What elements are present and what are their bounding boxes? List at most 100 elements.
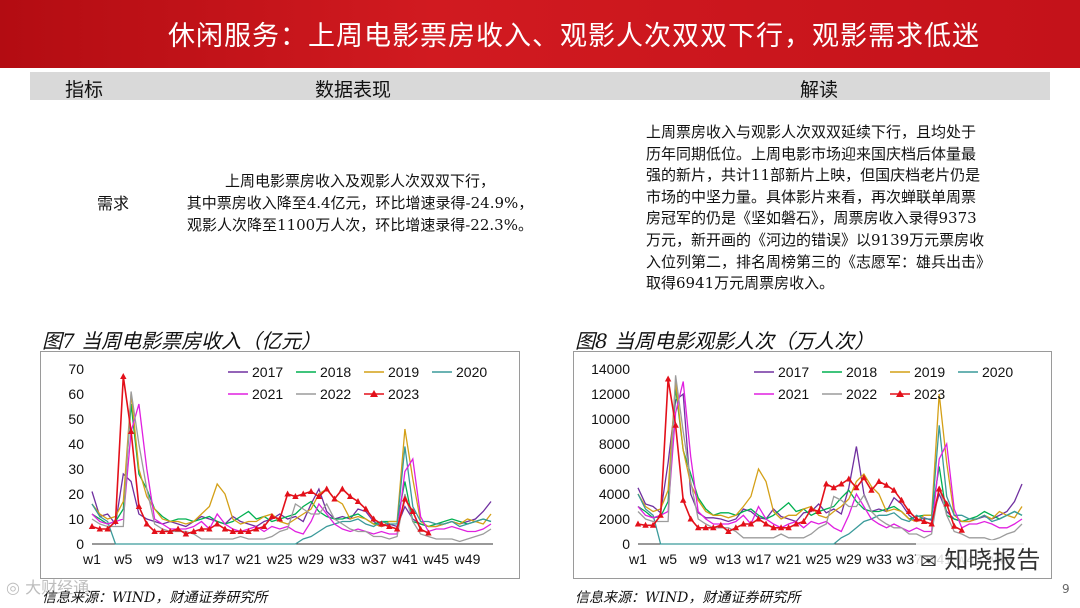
- data-point-2023: [315, 493, 323, 499]
- data-point-2023: [206, 525, 213, 532]
- data-point-2023: [221, 525, 229, 532]
- legend-label-2023: 2023: [388, 386, 419, 402]
- chart-frame-box-office: [40, 351, 520, 579]
- data-point-2023: [393, 525, 401, 532]
- data-point-2023: [634, 520, 642, 527]
- data-point-2023: [672, 421, 679, 428]
- data-point-2023: [883, 481, 890, 488]
- data-point-2023: [762, 520, 770, 527]
- data-point-2023: [300, 490, 307, 497]
- data-point-2023: [159, 528, 166, 534]
- watermark-logo-icon: ◎: [6, 578, 20, 597]
- data-point-2023: [292, 493, 299, 499]
- x-tick-label: w33: [329, 551, 356, 567]
- column-header-interpretation: 解读: [800, 79, 839, 101]
- data-point-2023: [725, 528, 732, 534]
- y-tick-label: 40: [68, 436, 84, 452]
- data-point-2023: [815, 508, 822, 514]
- data-point-2023: [943, 500, 950, 507]
- data-point-2023: [747, 520, 755, 527]
- data-point-2023: [425, 529, 432, 536]
- interpretation-line: 取得6941万元周票房收入。: [646, 274, 835, 293]
- source-note-right: 信息来源：WIND，财通证券研究所: [575, 590, 801, 606]
- data-point-2023: [875, 478, 883, 484]
- indicator-cell: 需求: [97, 194, 130, 213]
- data-point-2023: [237, 528, 244, 534]
- series-line-2019: [91, 393, 492, 528]
- chart-title-audience: 图8 当周电影观影人次（万人次）: [575, 329, 875, 353]
- data-point-2023: [649, 521, 657, 528]
- data-point-2023: [785, 524, 792, 531]
- interpretation-line: 房冠军的仍是《坚如磐石》，周票房收入录得9373: [646, 209, 977, 228]
- data-point-2023: [935, 485, 943, 492]
- interpretation-cell: 上周票房收入与观影人次双双延续下行，且均处于 历年同期低位。上周电影市场迎来国庆…: [646, 122, 1076, 295]
- data-point-2023: [958, 526, 965, 533]
- data-point-2023: [127, 428, 135, 434]
- series-line-2022: [637, 375, 1023, 541]
- y-tick-label: 8000: [599, 436, 630, 452]
- data-point-2023: [710, 524, 717, 531]
- series-line-2021: [637, 381, 1023, 533]
- y-tick-label: 30: [68, 461, 84, 477]
- data-point-2023: [401, 495, 409, 502]
- data-point-2023: [928, 520, 935, 527]
- performance-cell: 上周电影票房收入及观影人次双双下行， 其中票房收入降至4.4亿元，环比增速录得-…: [150, 170, 570, 236]
- data-point-2023: [362, 505, 370, 512]
- legend-label-2017: 2017: [252, 364, 283, 380]
- interpretation-line: 万元，新开画的《河边的错误》以9139万元票房收: [646, 230, 985, 249]
- y-tick-label: 70: [68, 361, 84, 377]
- x-tick-label: w5: [658, 551, 677, 567]
- x-tick-label: w17: [745, 551, 772, 567]
- x-tick-label: w29: [297, 551, 324, 567]
- interpretation-line: 历年同期低位。上周电影市场迎来国庆档后体量最: [646, 144, 977, 163]
- x-tick-label: w33: [865, 551, 892, 567]
- data-point-2023: [868, 486, 875, 493]
- data-point-2023: [740, 520, 747, 527]
- x-tick-label: w49: [454, 551, 481, 567]
- series-line-2019: [637, 381, 1023, 523]
- page-title: 休闲服务：上周电影票房收入、观影人次双双下行，观影需求低迷: [168, 21, 980, 52]
- data-point-2023: [845, 475, 853, 482]
- data-point-2023: [151, 528, 158, 534]
- data-point-2023: [104, 525, 111, 532]
- x-tick-label: w5: [113, 551, 132, 567]
- data-point-2023: [386, 523, 393, 529]
- column-header-indicator: 指标: [65, 79, 104, 101]
- y-tick-label: 0: [76, 536, 84, 552]
- legend-label-2018: 2018: [846, 364, 877, 380]
- data-point-2023: [245, 528, 252, 534]
- data-point-2023: [182, 530, 190, 537]
- data-point-2023: [135, 503, 143, 509]
- data-point-2023: [409, 508, 416, 514]
- interpretation-line: 上周票房收入与观影人次双双延续下行，且均处于: [646, 123, 977, 141]
- series-line-2021: [91, 403, 492, 535]
- legend-label-2020: 2020: [982, 364, 1013, 380]
- data-point-2023: [260, 523, 268, 529]
- data-point-2023: [284, 490, 291, 497]
- data-point-2023: [792, 520, 800, 527]
- x-tick-label: w45: [422, 551, 449, 567]
- x-tick-label: w17: [203, 551, 230, 567]
- series-line-2020: [91, 446, 492, 545]
- x-tick-label: w9: [145, 551, 164, 567]
- data-point-2023: [268, 513, 276, 519]
- data-point-2023: [323, 485, 330, 492]
- data-point-2023: [112, 518, 119, 524]
- data-point-2023: [167, 528, 174, 534]
- data-point-2023: [96, 525, 104, 532]
- data-point-2023: [417, 525, 424, 532]
- series-line-2017: [637, 392, 1023, 523]
- data-point-2023: [370, 515, 377, 522]
- performance-line: 上周电影票房收入及观影人次双双下行，: [224, 172, 495, 190]
- interpretation-line: 市场的中坚力量。具体影片来看，再次蝉联单周票: [646, 187, 977, 206]
- x-tick-label: w21: [235, 551, 262, 567]
- data-point-2023: [307, 488, 315, 494]
- table-header: 指标 数据表现 解读: [30, 72, 1050, 101]
- data-point-2023: [920, 518, 928, 524]
- watermark-right: ✉ 知晓报告: [916, 540, 1045, 575]
- data-point-2023: [913, 515, 920, 522]
- series-line-2018: [91, 403, 492, 528]
- series-line-2020: [637, 425, 1023, 545]
- x-tick-label: w13: [715, 551, 742, 567]
- data-point-2023: [800, 518, 807, 524]
